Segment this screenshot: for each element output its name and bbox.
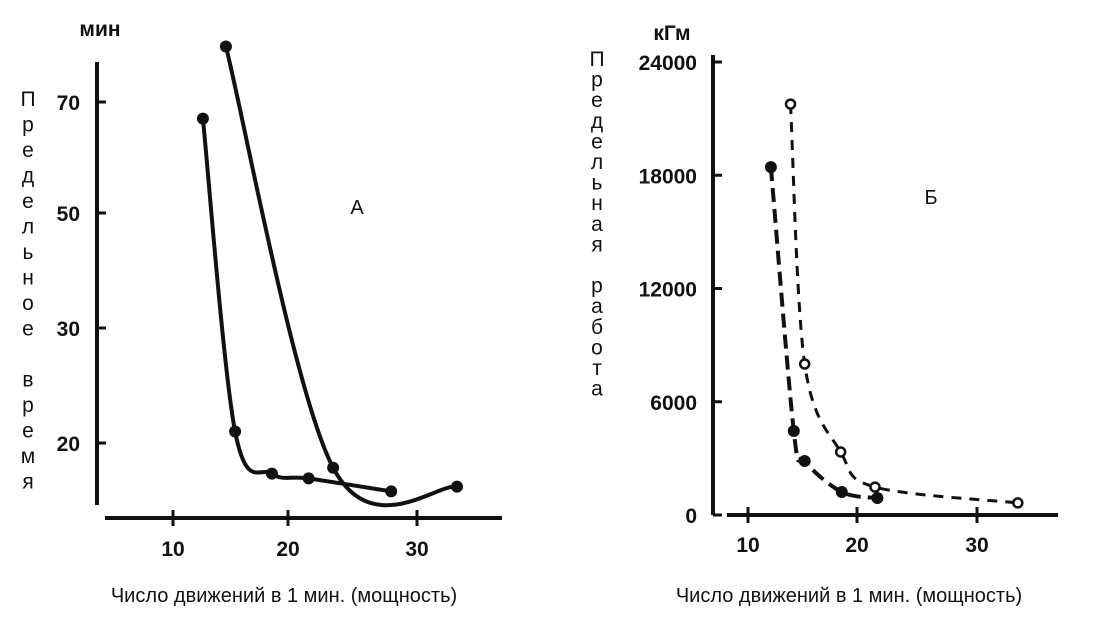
y-label-letter: е xyxy=(22,190,34,213)
y-label-letter: л xyxy=(591,151,603,174)
y-label-letter: р xyxy=(591,69,603,92)
data-point xyxy=(798,455,811,468)
y-label-letter: П xyxy=(20,88,35,111)
y-tick-label: 6000 xyxy=(650,392,697,415)
y-label-letter: н xyxy=(22,267,34,290)
chart-panel-b: 0 6000 12000 18000 24000 10 20 30 кГм Б Число движ… xyxy=(589,22,1058,607)
y-tick-label: 18000 xyxy=(639,165,697,188)
y-label-letter: П xyxy=(589,48,604,71)
data-point-open xyxy=(834,446,847,458)
x-tick-label: 30 xyxy=(405,538,428,561)
y-label-letter: р xyxy=(591,275,603,298)
data-point xyxy=(302,472,315,485)
data-point xyxy=(385,485,398,498)
y-label-letter: о xyxy=(22,292,34,315)
y-tick-label: 24000 xyxy=(639,52,697,75)
x-tick-label: 10 xyxy=(736,534,759,557)
y-tick-label: 50 xyxy=(57,203,80,226)
data-point xyxy=(327,461,340,474)
y-tick-label: 12000 xyxy=(639,279,697,302)
data-point xyxy=(265,467,278,480)
x-tick-label: 30 xyxy=(965,534,988,557)
series-line-curve-2 xyxy=(223,46,458,508)
y-label-letter: е xyxy=(591,89,603,112)
y-label-letter: о xyxy=(591,336,603,359)
data-point-open xyxy=(784,98,797,110)
y-label-letter: в xyxy=(22,369,33,392)
data-point xyxy=(450,480,463,493)
series-line-curve-1 xyxy=(200,118,392,494)
y-label-letter: е xyxy=(22,318,34,341)
y-unit-label: кГм xyxy=(653,22,690,45)
data-point xyxy=(835,485,848,498)
data-point xyxy=(196,112,209,125)
y-label-letter: е xyxy=(591,130,603,153)
y-tick-label: 0 xyxy=(685,505,697,528)
y-label-letter: а xyxy=(591,213,603,236)
data-point xyxy=(787,425,800,438)
y-label-letter: л xyxy=(22,216,34,239)
series-line-filled-points xyxy=(768,166,878,500)
data-point-open xyxy=(869,481,881,493)
y-label-letter xyxy=(25,343,31,366)
y-tick-label: 20 xyxy=(57,433,80,456)
y-label-letter: я xyxy=(591,233,602,256)
x-tick-label: 10 xyxy=(161,538,184,561)
y-label-letter: д xyxy=(22,165,34,188)
y-label-letter: я xyxy=(22,471,33,494)
data-point xyxy=(764,161,777,174)
y-label-letter: е xyxy=(22,420,34,443)
y-tick-label: 70 xyxy=(57,92,80,115)
y-label-letter xyxy=(594,254,600,277)
x-axis-label: Число движений в 1 мин. (мощность) xyxy=(111,585,457,607)
data-point xyxy=(871,492,884,505)
y-label-letter: р xyxy=(22,394,34,417)
data-point xyxy=(219,40,232,53)
y-unit-label: мин xyxy=(79,18,120,41)
y-label-letter: а xyxy=(591,378,603,401)
y-label-letter: р xyxy=(22,114,34,137)
y-label-letter: е xyxy=(22,139,34,162)
y-label-letter: м xyxy=(21,445,35,468)
y-label-letter: т xyxy=(592,357,602,380)
panel-label: А xyxy=(350,197,364,219)
series-line-open-points xyxy=(789,104,1018,505)
data-point-open xyxy=(1012,497,1024,509)
y-label-letter: ь xyxy=(592,172,603,195)
chart-panel-a: 70 50 30 20 10 20 30 мин А Число движений в 1 мин… xyxy=(20,18,502,607)
y-label-letter: б xyxy=(591,316,603,339)
y-label-letter: н xyxy=(591,192,603,215)
y-tick-label: 30 xyxy=(57,318,80,341)
x-tick-label: 20 xyxy=(276,538,299,561)
data-point xyxy=(229,425,242,438)
x-axis-label: Число движений в 1 мин. (мощность) xyxy=(676,585,1022,607)
data-point-open xyxy=(798,358,811,370)
panel-label: Б xyxy=(924,187,937,209)
y-label-letter: ь xyxy=(23,241,34,264)
x-tick-label: 20 xyxy=(845,534,868,557)
y-label-letter: а xyxy=(591,295,603,318)
y-label-letter: д xyxy=(591,110,603,133)
